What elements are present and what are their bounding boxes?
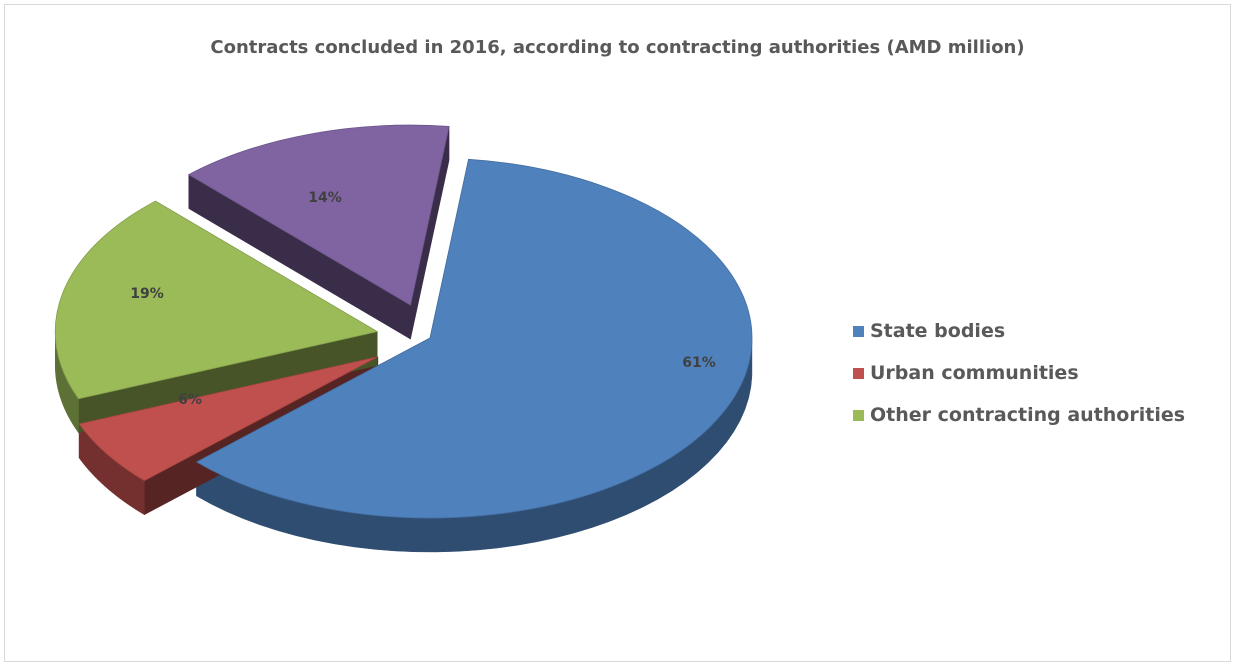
chart-legend: State bodies Urban communities Other con… bbox=[853, 310, 1185, 436]
legend-item-other-authorities: Other contracting authorities bbox=[853, 394, 1185, 436]
legend-item-state-bodies: State bodies bbox=[853, 310, 1185, 352]
pie-data-label: 61% bbox=[682, 355, 716, 371]
pie-slice-0 bbox=[195, 158, 753, 519]
pie-data-label: 14% bbox=[308, 190, 342, 206]
pie-data-label: 19% bbox=[130, 286, 164, 302]
legend-label: Other contracting authorities bbox=[870, 404, 1186, 426]
legend-label: State bodies bbox=[870, 320, 1006, 342]
pie-slice-1 bbox=[78, 356, 379, 482]
pie-data-label: 6% bbox=[178, 392, 202, 408]
legend-swatch bbox=[853, 409, 864, 421]
pie-slice-2 bbox=[54, 200, 379, 400]
legend-item-urban-communities: Urban communities bbox=[853, 352, 1185, 394]
pie-slice-3 bbox=[187, 124, 450, 306]
legend-swatch bbox=[853, 367, 864, 379]
chart-title: Contracts concluded in 2016, according t… bbox=[210, 37, 1025, 58]
legend-label: Urban communities bbox=[870, 362, 1079, 384]
legend-swatch bbox=[853, 325, 864, 337]
